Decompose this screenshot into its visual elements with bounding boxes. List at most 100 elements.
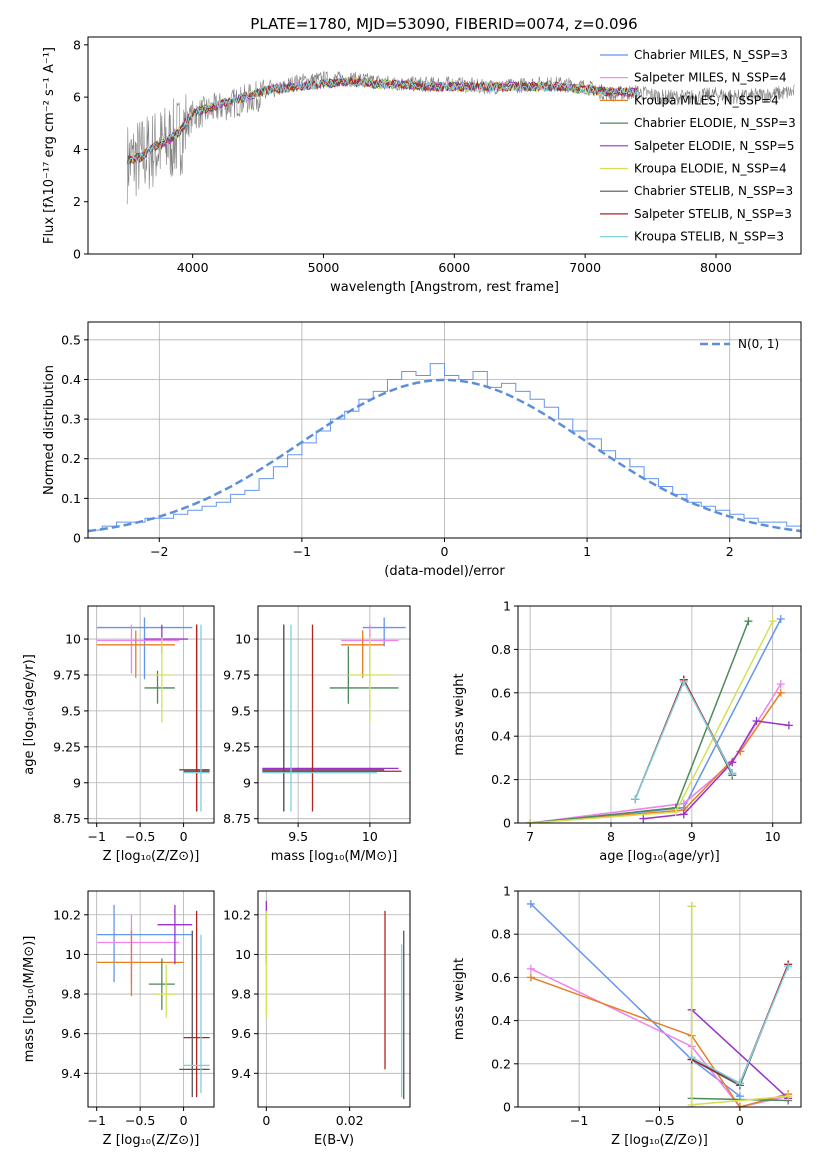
plus-marker xyxy=(526,973,535,982)
plus-marker xyxy=(526,899,535,908)
legend-label: Salpeter STELIB, N_SSP=3 xyxy=(634,207,792,221)
y-tick-label: 4 xyxy=(73,142,81,157)
x-tick-label: −1 xyxy=(293,544,311,559)
y-tick-label: 9.75 xyxy=(223,667,251,682)
axes-frame: 7 8 9 10 0 0.2 0.4 0.6 0.8 1 age [log₁₀(age/yr)] ma… xyxy=(452,599,802,864)
x-tick-label: 10 xyxy=(765,829,781,844)
plus-marker xyxy=(728,758,737,767)
x-tick-label: 6000 xyxy=(438,260,470,275)
y-tick-label: 0 xyxy=(73,247,81,262)
plus-marker xyxy=(768,617,777,626)
errorbar-point xyxy=(144,670,175,704)
errorbar-point xyxy=(179,930,210,1098)
plus-marker xyxy=(776,688,785,697)
axes-border xyxy=(257,890,411,1108)
panel-mass-vs-Z: −1 −0.5 0 9.4 9.6 9.8 10 10.2 Z [log₁₀(Z/Z⊙)] mas… xyxy=(22,890,215,1148)
legend-label: Salpeter ELODIE, N_SSP=5 xyxy=(634,139,795,153)
y-tick-label: 0.4 xyxy=(491,1013,511,1028)
legend: Chabrier MILES, N_SSP=3 Salpeter MILES, N… xyxy=(600,48,796,244)
panel-mass-vs-ebv: 0 0.02 9.4 9.6 9.8 10 10.2 E(B-V) xyxy=(223,890,411,1148)
x-tick-label: −0.5 xyxy=(125,1113,155,1128)
y-tick-label: 0.3 xyxy=(61,412,81,427)
legend-label: Kroupa STELIB, N_SSP=3 xyxy=(634,230,784,244)
plus-marker xyxy=(784,962,793,971)
y-tick-label: 0.8 xyxy=(491,927,511,942)
plus-marker xyxy=(639,814,648,823)
y-tick-label: 9.25 xyxy=(223,739,251,754)
x-axis-label: Z [log₁₀(Z/Z⊙)] xyxy=(611,1133,708,1148)
y-tick-label: 0 xyxy=(73,531,81,546)
axes-frame: −2 −1 0 1 2 0 0.1 0.2 0.3 0.4 0.5 (data-model)/erro… xyxy=(42,321,802,579)
x-tick-label: 0 xyxy=(180,829,188,844)
errorbar-point xyxy=(96,930,184,997)
y-tick-label: 9.25 xyxy=(53,739,81,754)
axes-border xyxy=(517,605,802,824)
axes-frame: 9.5 10 8.75 9 9.25 9.5 9.75 10 mass [log₁₀(M/M⊙)… xyxy=(223,605,411,864)
plot-area-mass-vs-Z xyxy=(96,904,210,1098)
axes-border xyxy=(87,605,215,824)
x-tick-label: −0.5 xyxy=(125,829,155,844)
axes-border xyxy=(257,605,411,824)
panel-age-vs-mass: 9.5 10 8.75 9 9.25 9.5 9.75 10 mass [log₁₀(M/M⊙)… xyxy=(223,605,411,864)
x-tick-label: 4000 xyxy=(177,260,209,275)
y-tick-label: 9.6 xyxy=(231,1026,251,1041)
x-tick-label: −1 xyxy=(570,1113,588,1128)
y-tick-label: 0 xyxy=(503,816,511,831)
y-tick-label: 9 xyxy=(73,775,81,790)
gaussian-curve xyxy=(88,378,801,533)
legend-label: Salpeter MILES, N_SSP=4 xyxy=(634,71,787,85)
x-tick-label: 1 xyxy=(583,544,591,559)
y-tick-label: 8 xyxy=(73,37,81,52)
y-tick-label: 9.75 xyxy=(53,667,81,682)
y-tick-label: 10 xyxy=(65,947,81,962)
x-tick-label: 0 xyxy=(736,1113,744,1128)
plus-marker xyxy=(671,808,680,817)
plus-marker xyxy=(784,721,793,730)
plus-marker xyxy=(776,680,785,689)
plot-area-mass-weight-vs-Z xyxy=(526,899,793,1107)
errorbar-point xyxy=(262,624,378,812)
axes-frame: −1 −0.5 0 0 0.2 0.4 0.6 0.8 1 Z [log₁₀(Z/Z⊙)] mass… xyxy=(452,884,802,1148)
y-tick-label: 10.2 xyxy=(223,907,251,922)
panel-mass-weight-vs-Z: −1 −0.5 0 0 0.2 0.4 0.6 0.8 1 Z [log₁₀(Z/Z⊙)] mass… xyxy=(452,884,802,1148)
y-axis-label: mass weight xyxy=(452,673,467,755)
errorbar-point xyxy=(96,617,193,680)
plus-marker xyxy=(526,964,535,973)
y-tick-label: 10.2 xyxy=(53,907,81,922)
plus-marker xyxy=(687,902,696,911)
plus-marker xyxy=(631,795,640,804)
y-tick-label: 9.8 xyxy=(231,987,251,1002)
y-tick-label: 0.4 xyxy=(491,729,511,744)
plus-marker xyxy=(744,617,753,626)
plus-marker xyxy=(776,615,785,624)
y-tick-label: 9.4 xyxy=(61,1066,81,1081)
figure-title: PLATE=1780, MJD=53090, FIBERID=0074, z=0… xyxy=(250,15,637,33)
plus-marker xyxy=(679,677,688,686)
plus-marker xyxy=(735,1103,744,1107)
errorbar-point xyxy=(96,624,180,674)
y-tick-label: 8.75 xyxy=(53,811,81,826)
x-tick-label: −1 xyxy=(87,829,105,844)
y-axis-label: mass weight xyxy=(452,958,467,1040)
plus-marker xyxy=(735,1079,744,1088)
plot-area-residuals xyxy=(88,363,801,533)
y-axis-label: Normed distribution xyxy=(42,365,57,495)
y-tick-label: 0.5 xyxy=(61,332,81,347)
x-tick-label: −2 xyxy=(150,544,168,559)
y-tick-label: 8.75 xyxy=(223,811,251,826)
errorbar-point xyxy=(183,910,210,1098)
y-tick-label: 10 xyxy=(235,947,251,962)
axes-frame: 4000 5000 6000 7000 8000 0 2 4 6 8 wavelength [Ang… xyxy=(42,36,802,295)
axes-frame: −1 −0.5 0 8.75 9 9.25 9.5 9.75 10 Z [log₁₀(Z/Z⊙)]… xyxy=(22,605,215,864)
errorbar-point xyxy=(153,964,175,1018)
x-axis-label: (data-model)/error xyxy=(384,564,505,579)
plot-area-mass-weight-vs-age xyxy=(526,615,793,823)
legend-label: Chabrier STELIB, N_SSP=3 xyxy=(634,184,793,198)
x-tick-label: 7 xyxy=(526,829,534,844)
x-tick-label: 0 xyxy=(262,1113,270,1128)
plot-area-age-vs-mass xyxy=(262,617,406,812)
plot-area-spectrum xyxy=(126,71,795,205)
x-tick-label: 7000 xyxy=(569,260,601,275)
